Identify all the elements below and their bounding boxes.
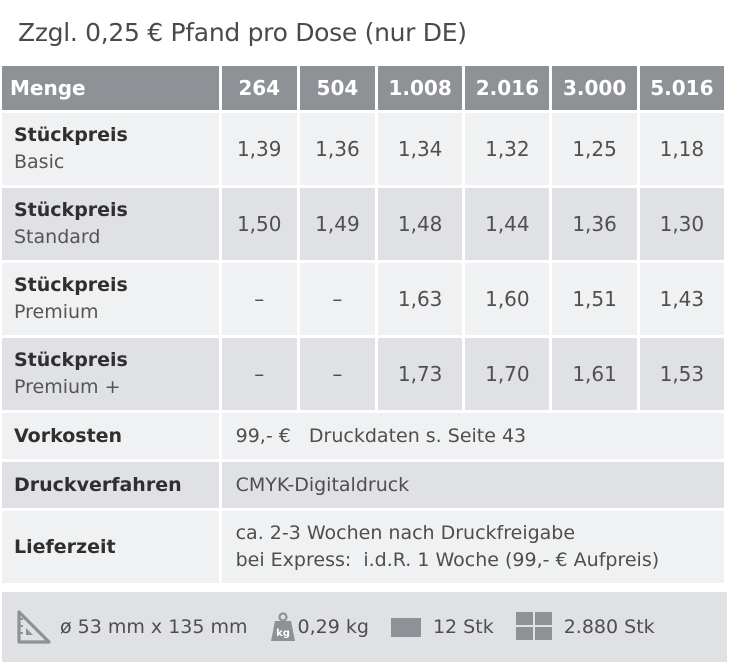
druckverfahren-label: Druckverfahren (2, 462, 219, 508)
row-variant: Standard (14, 226, 101, 248)
price-cell: 1,43 (639, 263, 724, 335)
druckverfahren-value: CMYK-Digitaldruck (221, 462, 724, 508)
price-cell: 1,44 (465, 188, 550, 260)
lieferzeit-line2: bei Express: i.d.R. 1 Woche (99,- € Aufp… (235, 549, 660, 571)
price-cell: – (299, 338, 376, 410)
price-cell: 1,51 (552, 263, 637, 335)
row-label: Stückpreis Premium (2, 263, 219, 335)
price-cell: 1,36 (552, 188, 637, 260)
table-row: Stückpreis Premium – – 1,63 1,60 1,51 1,… (2, 263, 724, 335)
row-title: Stückpreis (14, 124, 128, 146)
pallet-item: 2.880 Stk (515, 612, 655, 642)
header-qty: 3.000 (552, 66, 637, 110)
vorkosten-label: Vorkosten (2, 413, 219, 459)
dimensions-item: ø 53 mm x 135 mm (16, 609, 248, 645)
vorkosten-row: Vorkosten 99,- € Druckdaten s. Seite 43 (2, 413, 724, 459)
price-cell: 1,73 (378, 338, 463, 410)
product-specs-footer: ø 53 mm x 135 mm kg 0,29 kg 12 Stk (2, 592, 727, 662)
row-label: Stückpreis Standard (2, 188, 219, 260)
lieferzeit-label: Lieferzeit (2, 511, 219, 583)
price-cell: 1,36 (299, 113, 376, 185)
table-header-row: Menge 264 504 1.008 2.016 3.000 5.016 (2, 66, 724, 110)
druckverfahren-row: Druckverfahren CMYK-Digitaldruck (2, 462, 724, 508)
price-cell: 1,34 (378, 113, 463, 185)
price-cell: 1,49 (299, 188, 376, 260)
price-cell: – (221, 338, 297, 410)
header-qty: 5.016 (639, 66, 724, 110)
header-menge: Menge (2, 66, 219, 110)
table-row: Stückpreis Standard 1,50 1,49 1,48 1,44 … (2, 188, 724, 260)
weight-icon: kg (270, 612, 304, 642)
price-cell: 1,25 (552, 113, 637, 185)
pack-text: 12 Stk (432, 616, 494, 638)
weight-text: 0,29 kg (297, 616, 369, 638)
vorkosten-value: 99,- € Druckdaten s. Seite 43 (221, 413, 724, 459)
price-cell: 1,39 (221, 113, 297, 185)
price-cell: – (221, 263, 297, 335)
price-cell: – (299, 263, 376, 335)
table-row: Stückpreis Premium + – – 1,73 1,70 1,61 … (2, 338, 724, 410)
row-label: Stückpreis Basic (2, 113, 219, 185)
header-qty: 1.008 (378, 66, 463, 110)
price-cell: 1,30 (639, 188, 724, 260)
header-qty: 264 (221, 66, 297, 110)
lieferzeit-row: Lieferzeit ca. 2-3 Wochen nach Druckfrei… (2, 511, 724, 583)
price-cell: 1,50 (221, 188, 297, 260)
header-qty: 504 (299, 66, 376, 110)
price-cell: 1,32 (465, 113, 550, 185)
row-variant: Premium + (14, 376, 121, 398)
row-label: Stückpreis Premium + (2, 338, 219, 410)
price-cell: 1,48 (378, 188, 463, 260)
row-title: Stückpreis (14, 349, 128, 371)
price-table: Menge 264 504 1.008 2.016 3.000 5.016 St… (0, 63, 727, 586)
lieferzeit-line1: ca. 2-3 Wochen nach Druckfreigabe (235, 522, 576, 544)
price-cell: 1,61 (552, 338, 637, 410)
row-variant: Basic (14, 151, 65, 173)
box-icon (390, 616, 429, 638)
weight-item: kg 0,29 kg (270, 612, 369, 642)
price-cell: 1,60 (465, 263, 550, 335)
pallet-icon (515, 612, 560, 642)
pack-item: 12 Stk (390, 616, 494, 638)
price-cell: 1,53 (639, 338, 724, 410)
page-title: Zzgl. 0,25 € Pfand pro Dose (nur DE) (18, 18, 467, 47)
price-cell: 1,70 (465, 338, 550, 410)
price-cell: 1,63 (378, 263, 463, 335)
dimensions-text: ø 53 mm x 135 mm (60, 616, 248, 638)
pallet-text: 2.880 Stk (563, 616, 655, 638)
header-qty: 2.016 (465, 66, 550, 110)
set-square-icon (16, 609, 60, 645)
svg-text:kg: kg (276, 628, 290, 639)
row-title: Stückpreis (14, 274, 128, 296)
lieferzeit-value: ca. 2-3 Wochen nach Druckfreigabe bei Ex… (221, 511, 724, 583)
price-cell: 1,18 (639, 113, 724, 185)
table-row: Stückpreis Basic 1,39 1,36 1,34 1,32 1,2… (2, 113, 724, 185)
row-title: Stückpreis (14, 199, 128, 221)
row-variant: Premium (14, 301, 99, 323)
